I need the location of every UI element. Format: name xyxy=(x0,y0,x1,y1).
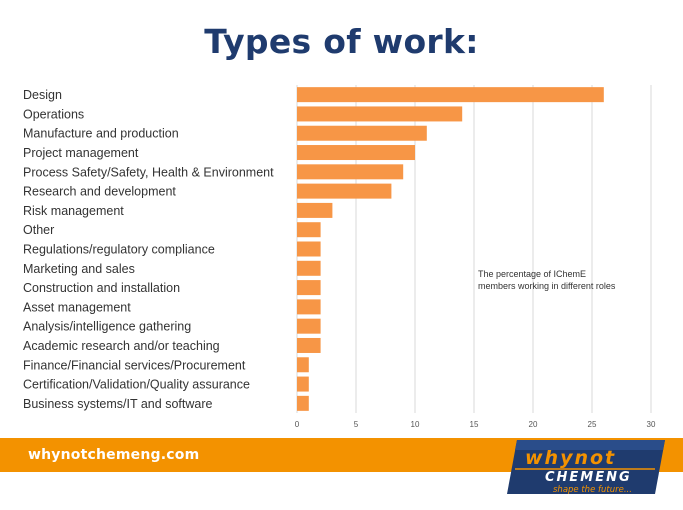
category-label: Research and development xyxy=(23,185,176,199)
category-label: Regulations/regulatory compliance xyxy=(23,243,215,257)
bar xyxy=(297,357,309,373)
category-label: Academic research and/or teaching xyxy=(23,339,220,353)
x-tick-label: 10 xyxy=(411,420,420,429)
category-label: Process Safety/Safety, Health & Environm… xyxy=(23,165,274,179)
category-label: Operations xyxy=(23,107,84,121)
bar xyxy=(297,106,463,122)
bar xyxy=(297,183,392,199)
category-label: Asset management xyxy=(23,300,131,314)
x-tick-label: 15 xyxy=(470,420,479,429)
category-label: Project management xyxy=(23,146,139,160)
bar xyxy=(297,87,604,103)
bar xyxy=(297,241,321,257)
category-label: Risk management xyxy=(23,204,124,218)
x-tick-label: 30 xyxy=(647,420,656,429)
category-label: Analysis/intelligence gathering xyxy=(23,320,191,334)
category-label: Manufacture and production xyxy=(23,127,179,141)
category-label: Construction and installation xyxy=(23,281,180,295)
page-title: Types of work: xyxy=(204,22,479,61)
x-tick-label: 20 xyxy=(529,420,538,429)
svg-text:shape the future...: shape the future... xyxy=(553,485,632,495)
category-label: Business systems/IT and software xyxy=(23,397,212,411)
bar xyxy=(297,202,333,218)
bar xyxy=(297,260,321,276)
bar xyxy=(297,222,321,238)
x-tick-label: 25 xyxy=(588,420,597,429)
x-tick-label: 0 xyxy=(295,420,300,429)
category-label: Other xyxy=(23,223,54,237)
bar xyxy=(297,280,321,296)
x-tick-label: 5 xyxy=(354,420,359,429)
footer-url[interactable]: whynotchemeng.com xyxy=(28,447,200,463)
bar xyxy=(297,337,321,353)
category-label: Finance/Financial services/Procurement xyxy=(23,358,246,372)
category-label: Certification/Validation/Quality assuran… xyxy=(23,378,250,392)
bar-chart: Design Operations Manufacture and producti… xyxy=(23,85,656,429)
bar xyxy=(297,376,309,392)
svg-text:CHEMENG: CHEMENG xyxy=(545,470,632,485)
bar xyxy=(297,164,404,180)
category-label: Design xyxy=(23,88,62,102)
whynotchemeng-logo: whynot CHEMENG shape the future... xyxy=(507,440,665,495)
category-label: Marketing and sales xyxy=(23,262,135,276)
bar xyxy=(297,395,309,411)
bar xyxy=(297,145,415,161)
bar xyxy=(297,318,321,334)
bar xyxy=(297,125,427,141)
chart-annotation: The percentage of IChemE members working… xyxy=(478,269,616,291)
bar xyxy=(297,299,321,315)
svg-text:whynot: whynot xyxy=(525,447,616,469)
